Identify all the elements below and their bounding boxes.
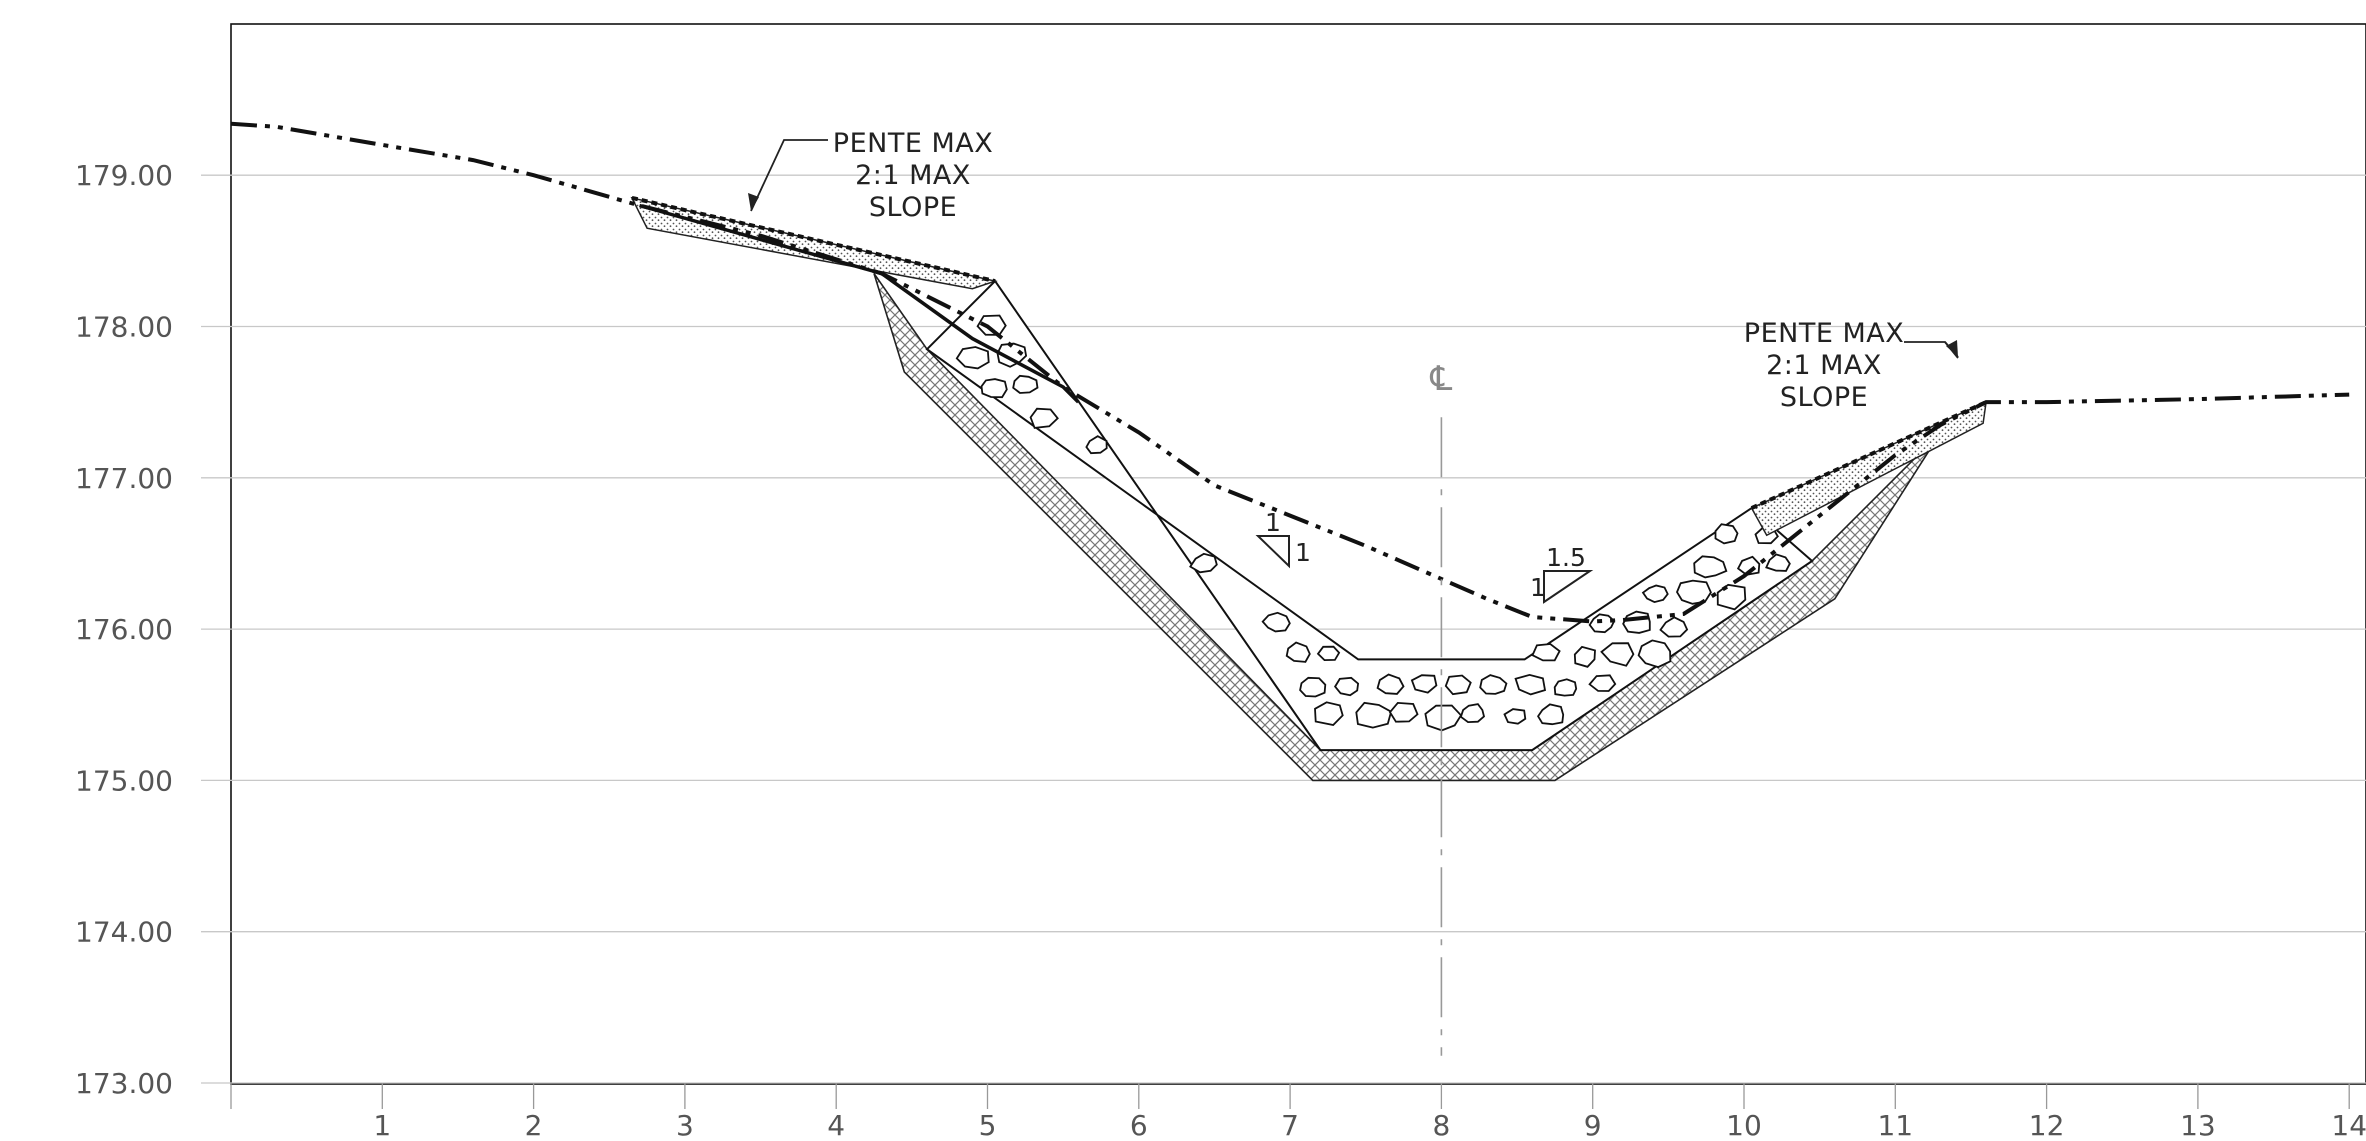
- note-left: PENTE MAX 2:1 MAX SLOPE: [748, 128, 993, 223]
- riprap-stone: [1388, 701, 1419, 723]
- y-tick-label: 176.00: [75, 613, 173, 646]
- slope-ratio-left: 1 1: [1255, 508, 1311, 569]
- x-tick-label: 6: [1130, 1109, 1148, 1141]
- centerline-symbol: ℄: [1429, 359, 1452, 399]
- riprap-stone: [1531, 643, 1561, 662]
- slope-ratio-right: 1.5 1: [1530, 543, 1594, 604]
- riprap-stone: [1376, 673, 1405, 695]
- y-tick-label: 174.00: [75, 916, 173, 949]
- note-left-line-1: PENTE MAX: [833, 128, 993, 159]
- riprap-stone: [1012, 374, 1039, 394]
- y-tick-label: 179.00: [75, 159, 173, 192]
- slope-ratio-left-rise: 1: [1265, 508, 1281, 537]
- slope-ratio-right-rise: 1: [1530, 573, 1546, 602]
- riprap-stone: [1459, 703, 1486, 724]
- riprap-stone: [1514, 673, 1547, 696]
- x-tick-label: 14: [2331, 1109, 2366, 1141]
- x-tick-label: 1: [373, 1109, 391, 1141]
- x-tick-label: 11: [1877, 1109, 1913, 1141]
- riprap-stone: [1503, 708, 1527, 725]
- y-tick-label: 177.00: [75, 462, 173, 495]
- riprap-stone: [955, 346, 990, 370]
- y-axis-labels: 179.00 178.00 177.00 176.00 175.00 174.00 173.…: [75, 159, 173, 1100]
- x-tick-label: 7: [1281, 1109, 1299, 1141]
- riprap-stone: [1261, 611, 1291, 633]
- note-right-line-2: 2:1 MAX: [1766, 350, 1882, 381]
- riprap-stone: [1316, 645, 1341, 662]
- riprap-stone: [1573, 645, 1596, 668]
- riprap-stone: [1285, 641, 1311, 663]
- x-tick-label: 13: [2180, 1109, 2216, 1141]
- riprap-stone: [1410, 674, 1438, 694]
- riprap-stone: [1588, 674, 1617, 692]
- x-tick-label: 2: [525, 1109, 543, 1141]
- note-left-line-3: SLOPE: [869, 192, 957, 223]
- x-tick-label: 9: [1584, 1109, 1602, 1141]
- drawing-frame: [230, 23, 2366, 1085]
- riprap-stone: [1085, 435, 1108, 455]
- riprap-stone: [1641, 584, 1669, 604]
- note-right-line-3: SLOPE: [1780, 382, 1868, 413]
- topsoil-top-left: [631, 195, 996, 284]
- riprap-stone: [1444, 674, 1472, 696]
- riprap-stone: [1479, 674, 1508, 695]
- riprap-stone: [1716, 583, 1747, 611]
- note-left-line-2: 2:1 MAX: [855, 160, 971, 191]
- riprap-stone: [1637, 639, 1672, 669]
- riprap-stone: [1553, 678, 1578, 697]
- riprap-stone: [1600, 642, 1635, 667]
- riprap-stone: [996, 342, 1028, 368]
- x-tick-label: 3: [676, 1109, 694, 1141]
- riprap-stone: [1333, 676, 1360, 697]
- x-tick-label: 4: [827, 1109, 845, 1141]
- x-tick-label: 12: [2029, 1109, 2065, 1141]
- riprap-stone: [1765, 553, 1791, 572]
- riprap-stone: [1537, 703, 1565, 726]
- note-right-line-1: PENTE MAX: [1744, 318, 1904, 349]
- x-tick-label: 5: [979, 1109, 997, 1141]
- y-tick-label: 173.00: [75, 1067, 173, 1100]
- riprap-stone: [1693, 555, 1728, 579]
- riprap-stone: [1424, 704, 1463, 732]
- topsoil-top-right: [1750, 400, 1987, 510]
- riprap-stone: [1355, 701, 1393, 729]
- riprap-stone: [980, 378, 1008, 399]
- x-axis-labels: 1 2 3 4 5 6 7 8 9 10 11 12 13 14: [230, 1083, 2366, 1141]
- riprap-stone: [1659, 616, 1689, 638]
- note-right: PENTE MAX 2:1 MAX SLOPE: [1744, 318, 1959, 413]
- x-tick-label: 8: [1432, 1109, 1450, 1141]
- riprap-stone: [1714, 523, 1739, 545]
- y-tick-label: 178.00: [75, 311, 173, 344]
- x-tick-label: 10: [1726, 1109, 1762, 1141]
- slope-ratio-right-run: 1.5: [1546, 543, 1586, 572]
- riprap-stone: [1029, 407, 1059, 429]
- existing-ground-line: [231, 121, 2350, 624]
- y-tick-label: 175.00: [75, 764, 173, 797]
- riprap-stone: [1314, 701, 1344, 726]
- riprap-stone: [1189, 552, 1218, 574]
- riprap-stone: [1299, 676, 1327, 698]
- slope-ratio-left-run: 1: [1295, 538, 1311, 567]
- riprap-stone: [976, 314, 1007, 336]
- riprap-stone: [1675, 579, 1712, 605]
